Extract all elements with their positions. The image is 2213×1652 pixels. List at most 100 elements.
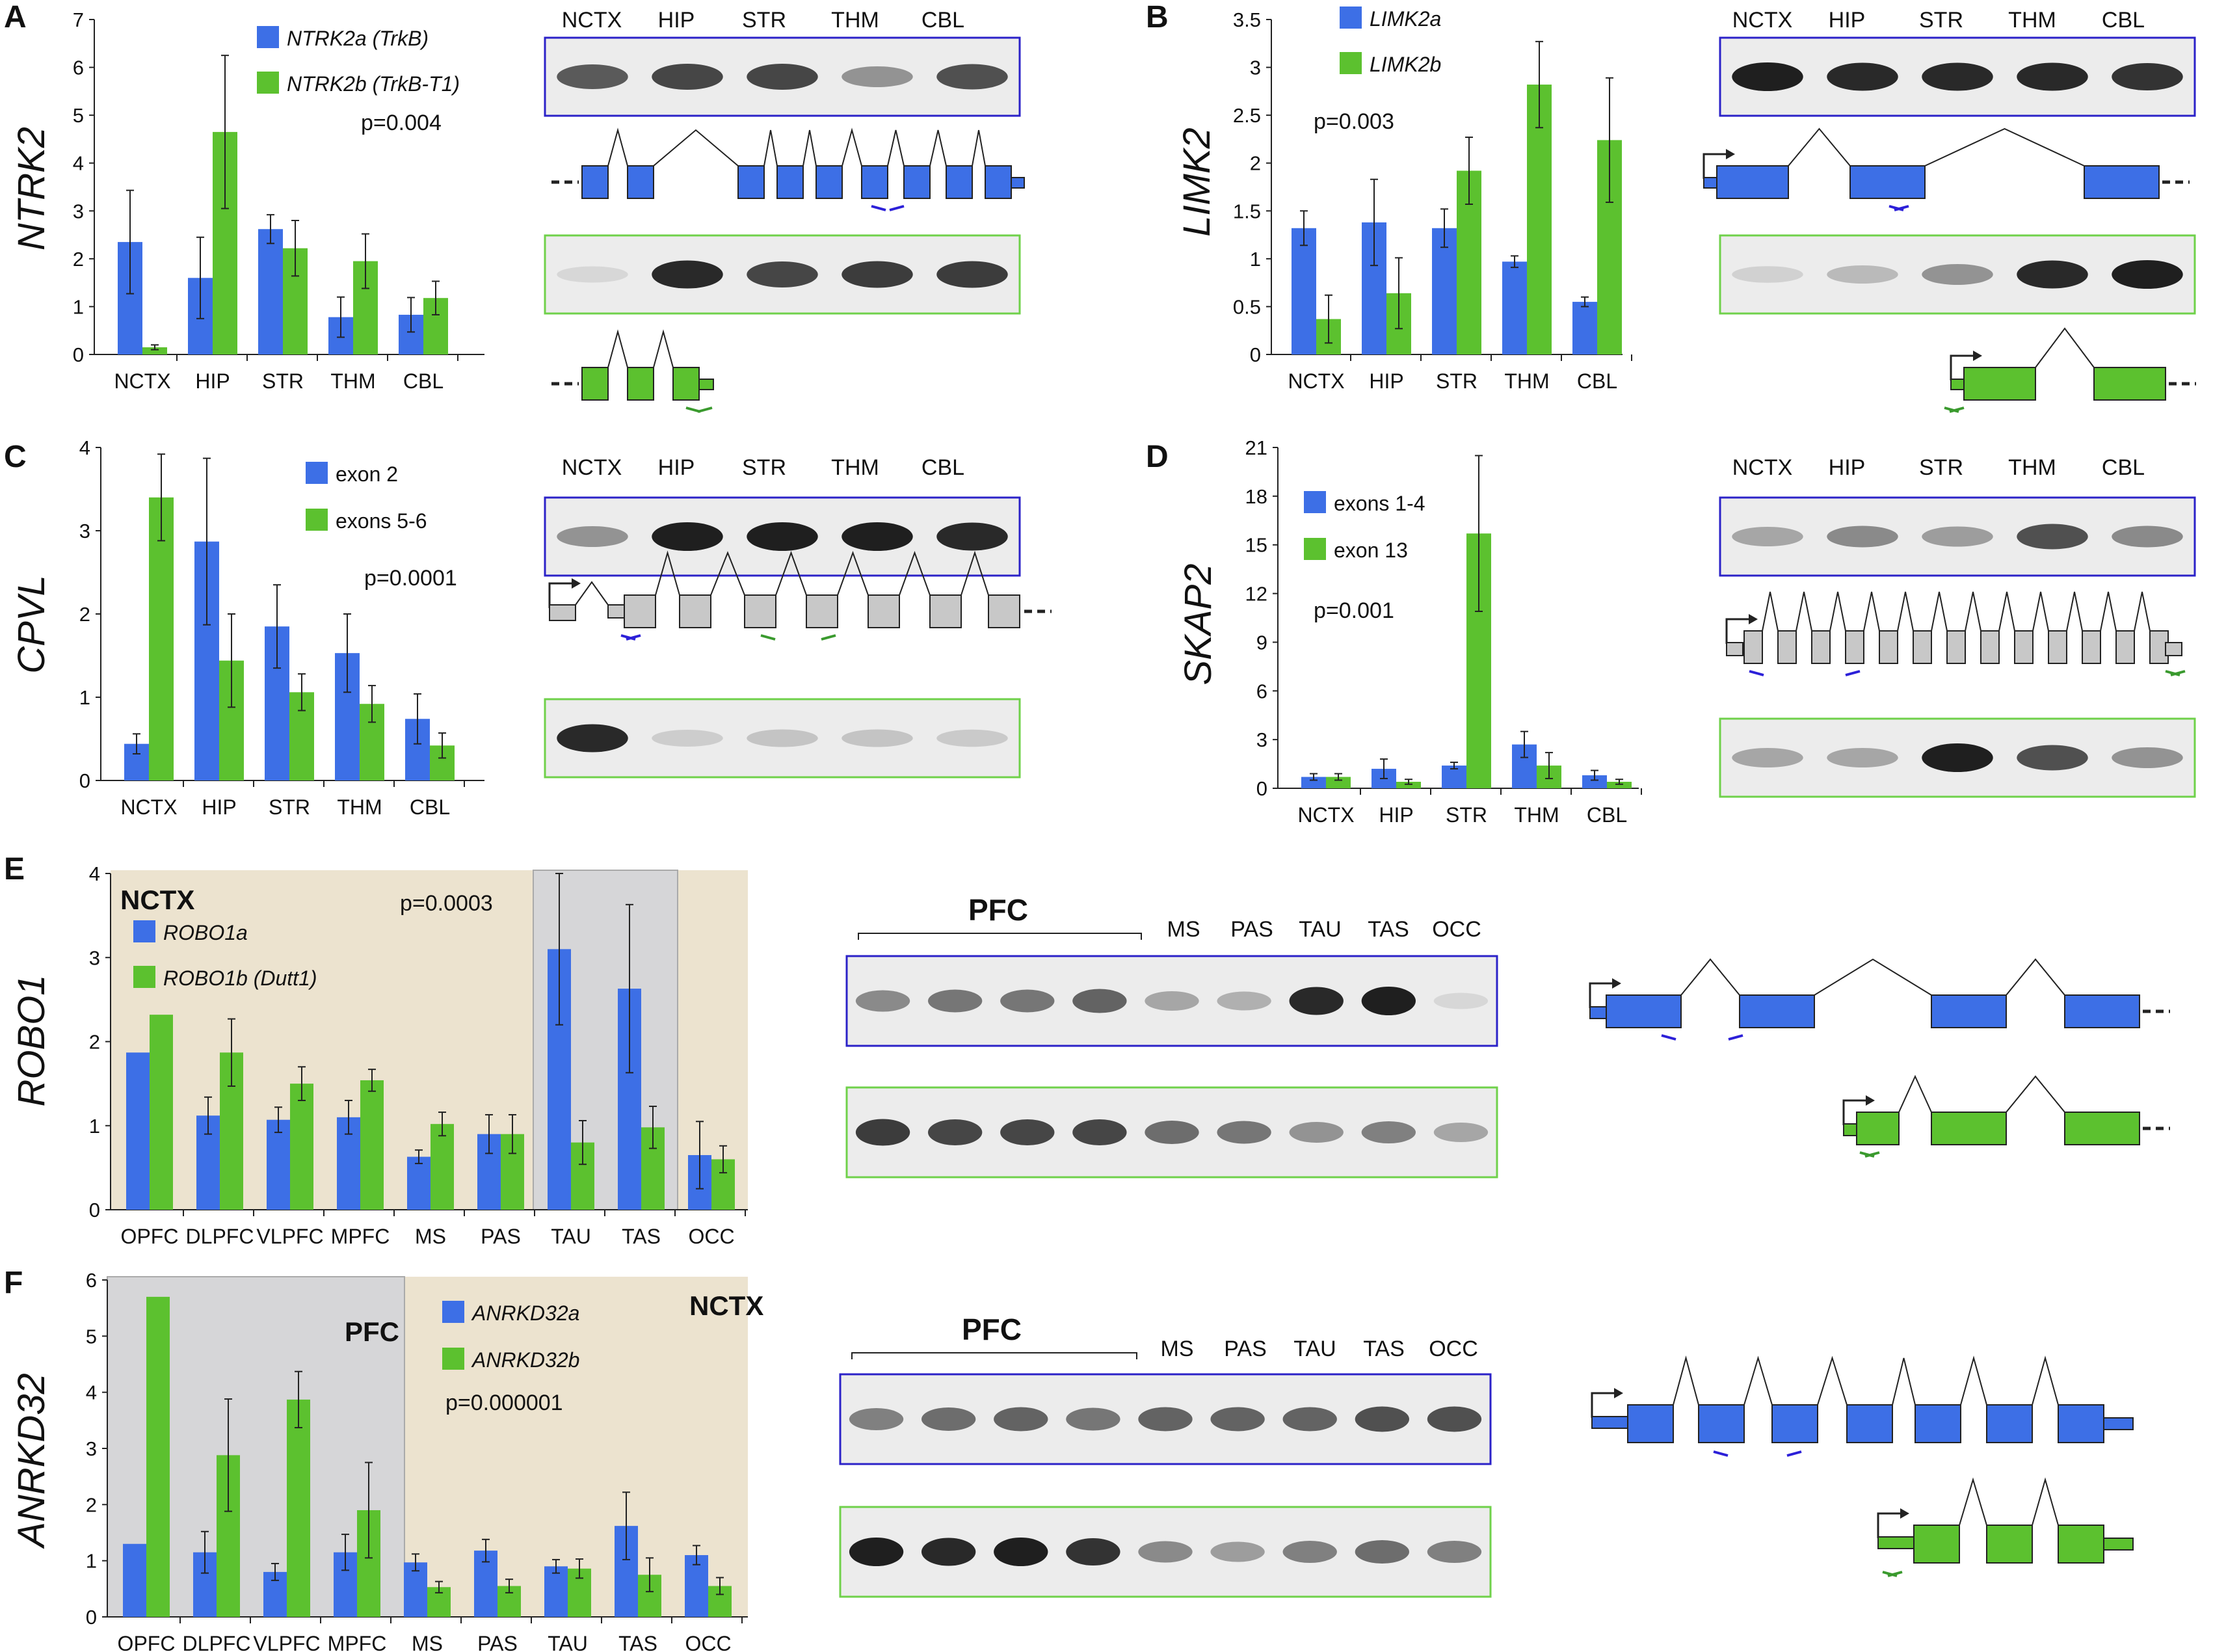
intron-line <box>2066 591 2083 632</box>
exon-box <box>2058 1525 2104 1564</box>
y-tick-label: 3.5 <box>1233 8 1261 31</box>
legend-label: ROBO1b (Dutt1) <box>163 966 317 990</box>
x-tick-label: CBL <box>410 795 450 819</box>
exon-box <box>1011 177 1025 189</box>
gel-band <box>1210 1541 1265 1562</box>
p-value: p=0.000001 <box>445 1391 563 1415</box>
bar-series-b <box>290 1084 313 1210</box>
legend-label: NTRK2b (TrkB-T1) <box>287 72 460 96</box>
exon-box <box>672 367 700 401</box>
gel-blue-box <box>1719 496 2196 577</box>
y-tick-label: 9 <box>1256 631 1267 654</box>
primer-mark <box>1864 1151 1880 1158</box>
intron-line <box>802 129 817 167</box>
intron-line <box>2032 1355 2059 1406</box>
exon-box <box>1946 630 1966 664</box>
gel-band <box>557 266 628 283</box>
exon-box <box>2115 630 2135 664</box>
gel-band <box>994 1538 1048 1566</box>
exon-box <box>861 165 888 199</box>
exon-box <box>1591 1416 1628 1429</box>
y-tick-label: 2 <box>86 1493 97 1516</box>
bar-series-b <box>150 1015 173 1210</box>
x-tick-label: NCTX <box>1288 369 1344 393</box>
panel-c: 0 1 2 3 4 NCTX HIP STR THM CBL exon 2 exons 5-6 p=0.… <box>4 436 1021 819</box>
y-tick-label: 0 <box>73 343 84 366</box>
tss-arrow <box>1725 618 1749 644</box>
intron-line <box>1680 958 1740 996</box>
y-tick-label: 21 <box>1245 436 1267 459</box>
intron-line <box>2100 591 2117 632</box>
legend-label: exons 5-6 <box>336 509 427 533</box>
exon-box <box>549 604 576 621</box>
gel-band <box>841 522 913 551</box>
lane-label: STR <box>742 8 786 33</box>
pfc-bracket <box>851 1352 1137 1359</box>
lane-label: TAU <box>1293 1337 1336 1361</box>
lane-label: STR <box>1919 455 1963 480</box>
primer-mark <box>1728 1034 1743 1041</box>
lane-label: CBL <box>921 455 964 480</box>
gel-band <box>747 64 818 90</box>
y-tick-label: 15 <box>1245 534 1267 557</box>
intron-line <box>1814 958 1932 996</box>
exon-box <box>698 379 714 390</box>
intron-line <box>1829 591 1846 632</box>
bar-series-b <box>146 1296 170 1617</box>
x-tick-label: CBL <box>1587 803 1627 827</box>
gel-band <box>1145 1121 1199 1144</box>
y-tick-label: 7 <box>73 8 84 31</box>
intron-line <box>607 127 628 167</box>
y-tick-label: 4 <box>86 1381 97 1404</box>
intron-line <box>1924 127 2085 167</box>
x-tick-label: STR <box>1446 803 1487 827</box>
bar-series-a <box>1432 228 1457 354</box>
y-tick-label: 0 <box>1250 343 1261 366</box>
legend-label: exons 1-4 <box>1334 492 1425 515</box>
primer-mark <box>1713 1450 1729 1457</box>
exon-box <box>744 594 776 628</box>
y-tick-label: 2.5 <box>1233 104 1261 127</box>
legend-label: ANRKD32b <box>471 1348 579 1372</box>
exon-box <box>1703 177 1717 189</box>
gel-band <box>1732 62 1803 91</box>
intron-line <box>837 551 869 596</box>
x-tick-label: THM <box>337 795 382 819</box>
x-tick-label: CBL <box>1577 369 1617 393</box>
intron-line <box>1863 591 1880 632</box>
gel-band <box>1072 1119 1127 1145</box>
x-tick-label: MPFC <box>331 1225 390 1248</box>
exon-box <box>2014 630 2034 664</box>
lane-label: STR <box>1919 8 1963 33</box>
lane-label: PAS <box>1230 917 1273 942</box>
lane-label: TAU <box>1299 917 1341 942</box>
exon-box <box>1877 1536 1915 1549</box>
primer-mark <box>1661 1034 1676 1041</box>
lane-label: TAS <box>1363 1337 1405 1361</box>
primer-mark <box>1887 1571 1903 1577</box>
p-value: p=0.0003 <box>400 891 493 916</box>
gel-band <box>1922 526 1993 547</box>
exon-box <box>1913 1525 1960 1564</box>
y-tick-label: 1 <box>1250 248 1261 271</box>
exon-box <box>946 165 973 199</box>
bar-series-a <box>258 229 283 354</box>
x-tick-label: THM <box>1514 803 1559 827</box>
exon-box <box>985 165 1012 199</box>
gel-band <box>652 260 723 289</box>
x-tick-label: TAS <box>618 1632 657 1652</box>
legend-swatch-b <box>1304 538 1326 560</box>
intron-line <box>655 550 680 596</box>
gel-band <box>936 729 1008 747</box>
gel-band <box>936 522 1008 551</box>
legend-label: NTRK2a (TrkB) <box>287 27 429 50</box>
lane-label: OCC <box>1432 917 1481 942</box>
y-tick-label: 4 <box>89 862 100 885</box>
bar-series-a <box>267 1119 290 1210</box>
gel-band <box>855 990 910 1012</box>
intron-line <box>1897 591 1914 632</box>
y-tick-label: 1 <box>89 1115 100 1138</box>
gel-band <box>1282 1407 1337 1432</box>
gel-band <box>2112 260 2183 289</box>
intron-line <box>972 129 986 167</box>
